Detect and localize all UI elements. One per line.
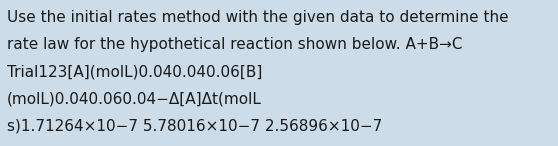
Text: s)1.71264×10−7 5.78016×10−7 2.56896×10−7: s)1.71264×10−7 5.78016×10−7 2.56896×10−7 [7,118,382,133]
Text: (molL)0.040.060.04−Δ[A]Δt(molL: (molL)0.040.060.04−Δ[A]Δt(molL [7,91,262,106]
Text: Trial123[A](molL)0.040.040.06[B]: Trial123[A](molL)0.040.040.06[B] [7,64,262,79]
Text: rate law for the hypothetical reaction shown below. A+B→C: rate law for the hypothetical reaction s… [7,37,462,52]
Text: Use the initial rates method with the given data to determine the: Use the initial rates method with the gi… [7,10,508,25]
